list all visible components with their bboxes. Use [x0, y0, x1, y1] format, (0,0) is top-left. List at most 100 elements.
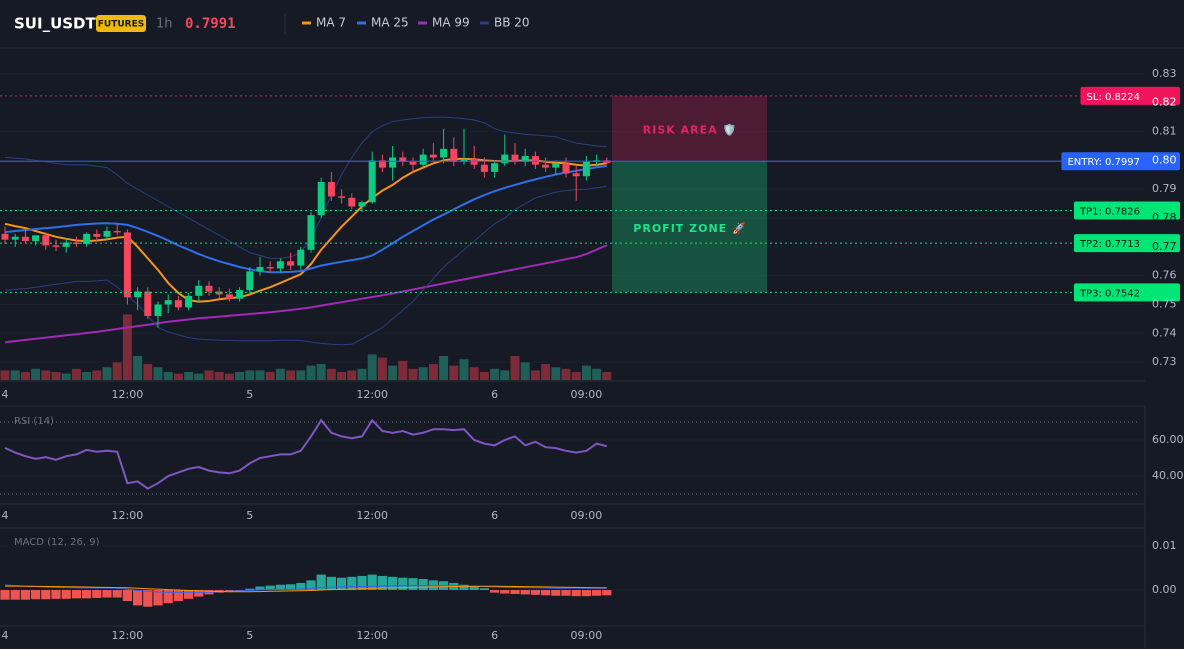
candle-body: [103, 230, 111, 237]
candle-body: [399, 157, 407, 162]
macd-bar: [602, 590, 612, 596]
level-tag: [1080, 86, 1180, 105]
candle-body: [572, 173, 580, 177]
candle-body: [389, 157, 397, 168]
candle-body: [225, 294, 233, 299]
volume-bar: [347, 370, 357, 380]
x-tick-label: 5: [246, 509, 253, 522]
legend-label: MA 99: [432, 16, 470, 30]
y-tick-label: 0.74: [1152, 326, 1177, 339]
volume-bar: [469, 367, 479, 380]
y-tick-label: 0.81: [1152, 125, 1177, 138]
macd-bar: [143, 590, 153, 607]
volume-bar: [541, 364, 551, 380]
y-tick-label: 0.80: [1152, 153, 1177, 166]
x-tick-label: 12:00: [356, 509, 388, 522]
volume-bar: [571, 372, 581, 380]
x-tick-label: 09:00: [571, 509, 603, 522]
x-tick-label: 12:00: [356, 629, 388, 642]
candle-body: [378, 160, 386, 168]
volume-bar: [408, 368, 418, 380]
macd-bar: [479, 588, 489, 591]
macd-bar: [31, 590, 41, 600]
volume-bar: [418, 367, 428, 380]
volume-bar: [173, 373, 183, 380]
y-tick-label: 0.73: [1152, 355, 1177, 368]
level-label: ENTRY: 0.7997: [1067, 157, 1140, 168]
level-tag: [1073, 283, 1180, 302]
macd-bar: [82, 590, 92, 599]
bb-line: [4, 116, 607, 259]
candle-body: [93, 233, 101, 237]
symbol: SUI_USDT: [14, 15, 96, 33]
volume-bar: [490, 368, 500, 380]
macd-bar: [306, 580, 316, 591]
macd-bar: [61, 590, 71, 599]
candle-body: [491, 163, 499, 172]
candle-body: [307, 215, 315, 250]
volume-bar: [530, 370, 540, 380]
macd-bar: [173, 590, 183, 602]
candle-body: [521, 156, 529, 162]
signal-line: [5, 585, 607, 593]
y-tick-label: 0.00: [1152, 583, 1177, 596]
candle-body: [1, 233, 9, 240]
macd-bar: [122, 590, 132, 602]
candle-body: [287, 261, 295, 266]
volume-bar: [520, 362, 530, 380]
volume-bar: [449, 365, 459, 380]
candle-body: [348, 197, 356, 207]
x-tick-label: 12:00: [356, 388, 388, 401]
macd-bar: [490, 590, 500, 593]
macd-bar: [163, 590, 173, 604]
candle-body: [409, 161, 417, 165]
volume-bar: [357, 368, 367, 380]
candle-body: [154, 304, 162, 317]
volume-bar: [377, 357, 387, 380]
y-tick-label: 0.79: [1152, 182, 1177, 195]
volume-bar: [581, 365, 591, 380]
volume-bar: [428, 364, 438, 380]
x-tick-label: 09:00: [571, 629, 603, 642]
macd-bar: [224, 590, 234, 592]
candle-body: [276, 261, 284, 269]
volume-bar: [367, 354, 377, 380]
y-tick-label: 0.76: [1152, 269, 1177, 282]
volume-bar: [337, 372, 347, 380]
level-tag: [1073, 201, 1180, 220]
candle-body: [236, 290, 244, 299]
candle-body: [21, 236, 29, 242]
candle-body: [256, 267, 264, 272]
volume-bar: [500, 370, 510, 380]
macd-bar: [357, 575, 367, 591]
zone: [612, 95, 767, 162]
macd-bar: [112, 590, 122, 598]
volume-bar: [265, 372, 275, 380]
macd-bar: [500, 590, 510, 594]
volume-bar: [306, 365, 316, 380]
candle-body: [195, 285, 203, 296]
candle-body: [174, 300, 182, 308]
zone: [612, 161, 767, 293]
interval: 1h: [156, 17, 173, 32]
volume-bar: [592, 368, 602, 380]
candle-body: [358, 202, 366, 207]
macd-bar: [398, 577, 408, 591]
macd-bar: [551, 590, 561, 596]
badge-bg: [96, 15, 146, 32]
level-label: SL: 0.8224: [1087, 92, 1140, 103]
volume-bar: [82, 372, 92, 380]
volume-bar: [459, 359, 469, 380]
x-tick-label: 12:00: [112, 629, 144, 642]
volume-bar: [112, 362, 122, 380]
macd-bar: [418, 579, 428, 591]
macd-bar: [133, 590, 143, 606]
x-tick-label: 6: [491, 509, 498, 522]
macd-bar: [41, 590, 51, 600]
candle-body: [327, 182, 335, 197]
macd-bar: [296, 582, 306, 591]
volume-bar: [235, 372, 245, 380]
volume-bar: [163, 372, 173, 380]
candle-body: [215, 291, 223, 295]
candle-body: [164, 300, 172, 305]
